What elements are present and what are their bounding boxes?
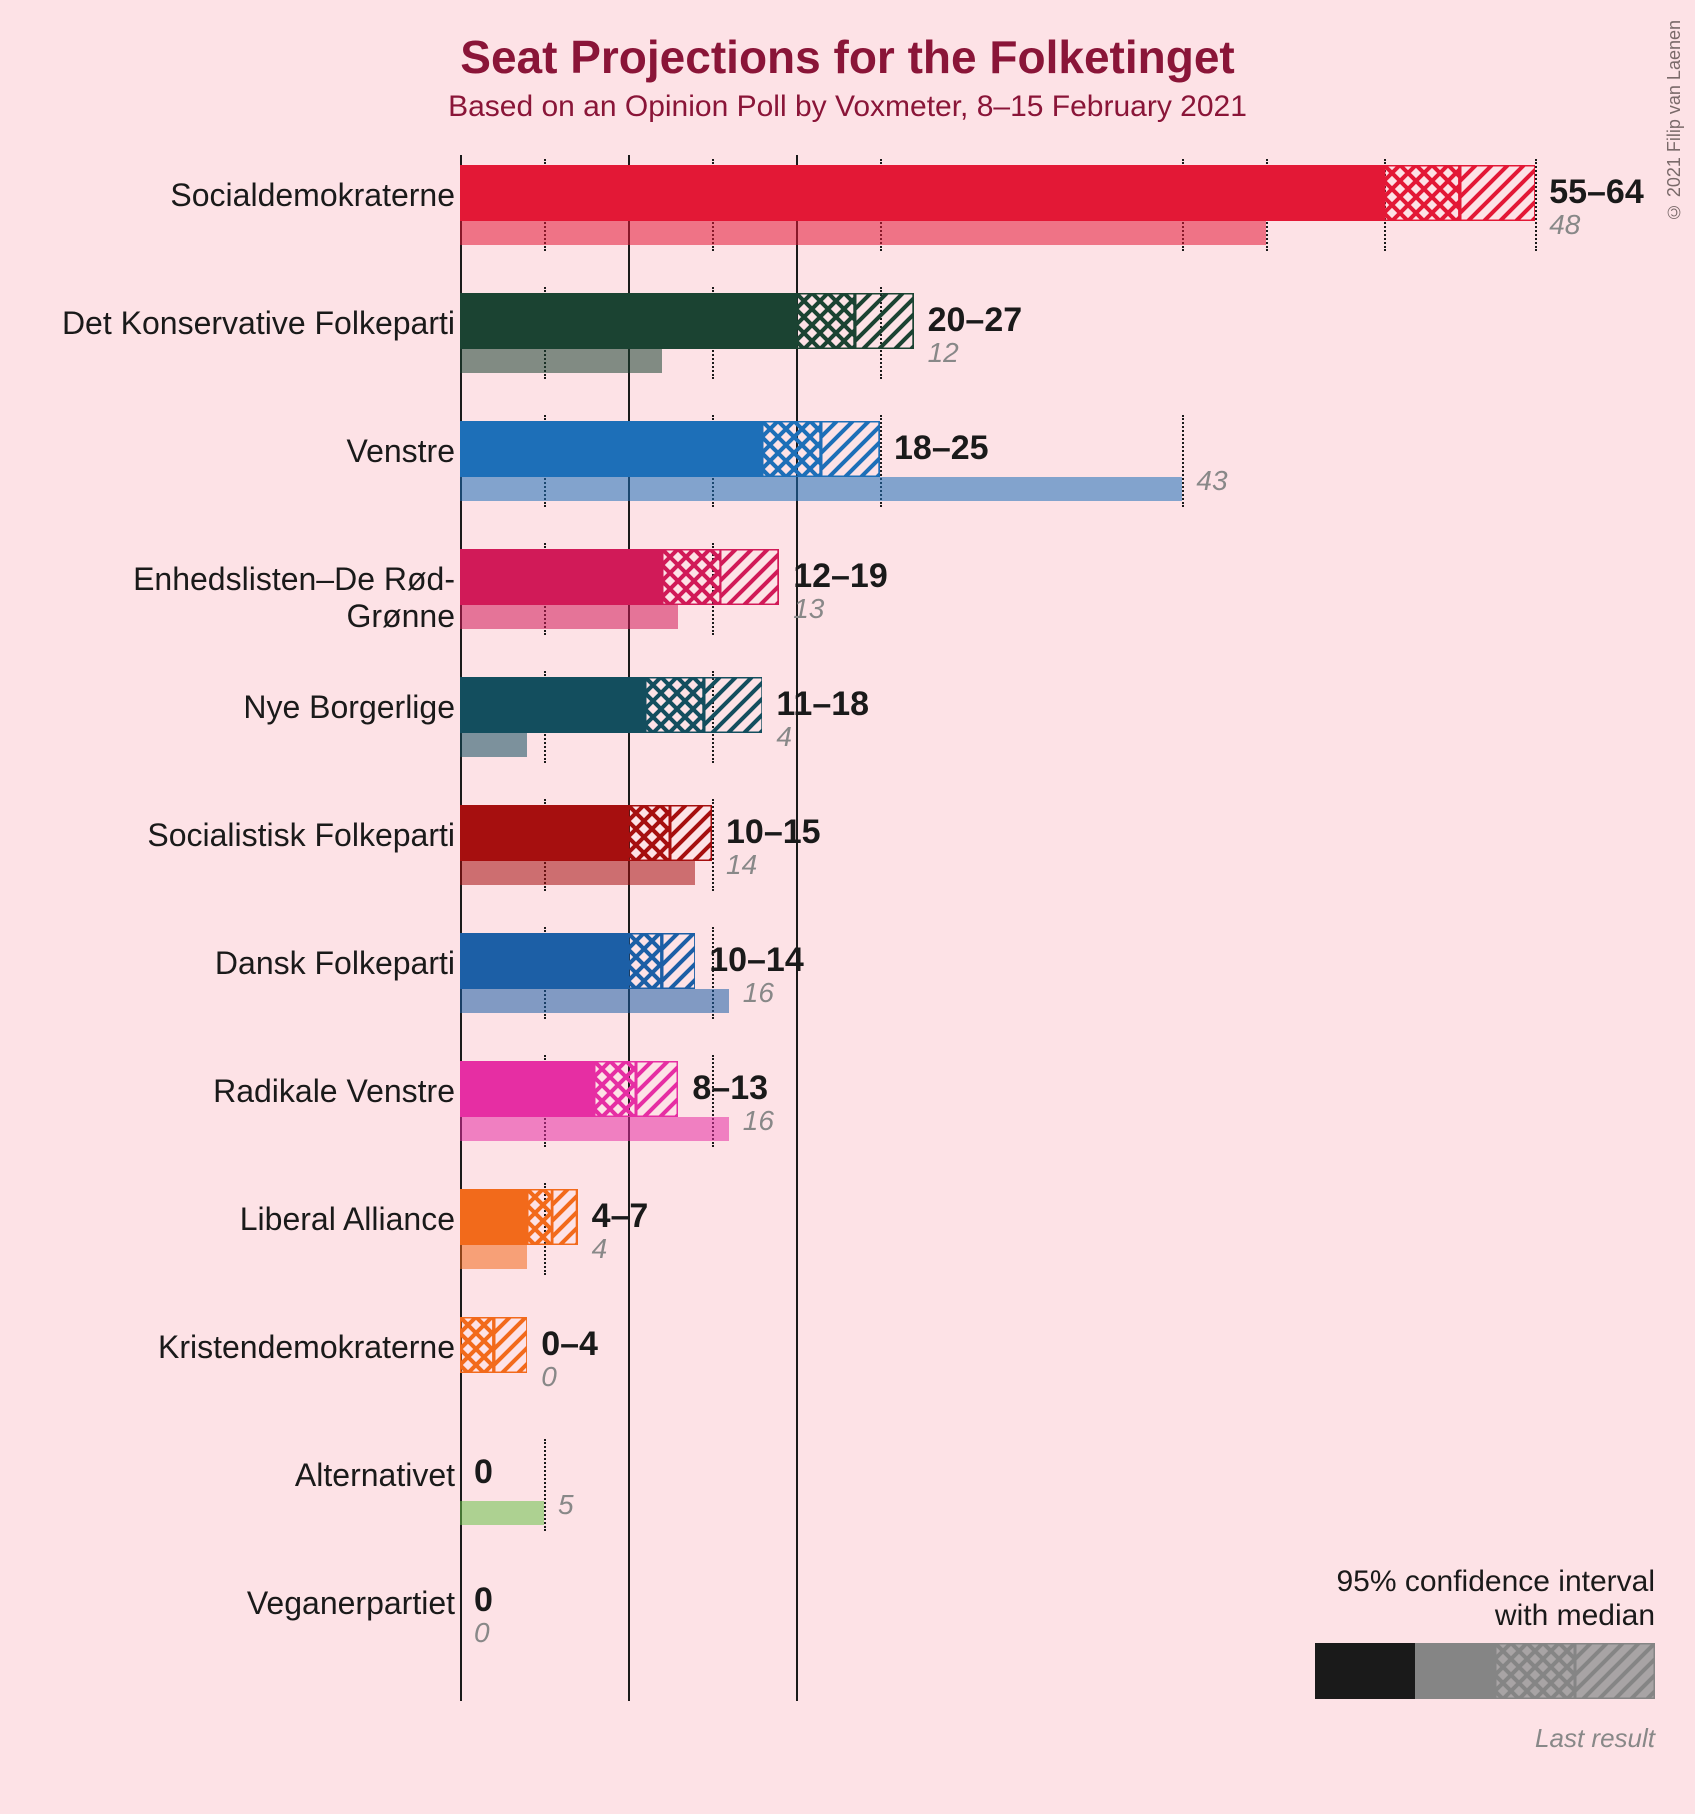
party-label: Dansk Folkeparti <box>25 945 455 982</box>
seat-projection-chart: Socialdemokraterne 55–6448 Det Konservativ… <box>0 155 1695 1715</box>
range-label: 0–4 <box>541 1325 598 1364</box>
gridline <box>1182 415 1184 507</box>
bar-hatched <box>704 677 763 733</box>
gridline <box>460 155 462 1701</box>
party-label: Venstre <box>25 433 455 470</box>
bar-hatched <box>494 1317 528 1373</box>
range-label: 0 <box>474 1581 493 1620</box>
gridline <box>796 155 798 1701</box>
bar-solid <box>460 421 762 477</box>
bar-last-result <box>460 605 678 629</box>
bar-hatched <box>636 1061 678 1117</box>
chart-title: Seat Projections for the Folketinget <box>0 30 1695 84</box>
bar-last-result <box>460 1117 729 1141</box>
last-result-label: 4 <box>592 1233 608 1265</box>
bar-last-result <box>460 861 695 885</box>
last-result-label: 16 <box>743 977 774 1009</box>
bar-hatched <box>762 421 821 477</box>
range-label: 12–19 <box>793 557 888 596</box>
bar-hatched <box>662 933 696 989</box>
bar-last-result <box>460 1245 527 1269</box>
bar-solid <box>460 293 796 349</box>
party-label: Socialistisk Folkeparti <box>25 817 455 854</box>
bar-hatched <box>1460 165 1536 221</box>
bar-hatched <box>594 1061 636 1117</box>
gridline <box>544 1439 546 1531</box>
bar-last-result <box>460 349 662 373</box>
range-label: 10–15 <box>726 813 821 852</box>
legend-last-text: Last result <box>1315 1723 1655 1754</box>
range-label: 8–13 <box>692 1069 768 1108</box>
bar-solid <box>460 549 662 605</box>
bar-hatched <box>796 293 855 349</box>
range-label: 4–7 <box>592 1197 649 1236</box>
gridline <box>1535 159 1537 251</box>
party-label: Nye Borgerlige <box>25 689 455 726</box>
last-result-label: 48 <box>1549 209 1580 241</box>
party-label: Radikale Venstre <box>25 1073 455 1110</box>
bar-hatched <box>821 421 880 477</box>
bar-hatched <box>628 933 662 989</box>
last-result-label: 16 <box>743 1105 774 1137</box>
bar-hatched <box>527 1189 552 1245</box>
range-label: 20–27 <box>928 301 1023 340</box>
last-result-label: 4 <box>776 721 792 753</box>
bar-last-result <box>460 989 729 1013</box>
bar-solid <box>460 165 1384 221</box>
gridline <box>712 799 714 891</box>
range-label: 18–25 <box>894 429 989 468</box>
bar-hatched <box>1384 165 1460 221</box>
party-label: Veganerpartiet <box>25 1585 455 1622</box>
legend-line2: with median <box>1315 1599 1655 1633</box>
bar-hatched <box>662 549 721 605</box>
bar-last-result <box>460 477 1182 501</box>
range-label: 11–18 <box>776 685 869 724</box>
party-label: Socialdemokraterne <box>25 177 455 214</box>
bar-solid <box>460 805 628 861</box>
legend-swatch <box>1315 1643 1655 1699</box>
bar-last-result <box>460 733 527 757</box>
party-label: Kristendemokraterne <box>25 1329 455 1366</box>
legend: 95% confidence interval with median Last… <box>1315 1565 1655 1754</box>
chart-subtitle: Based on an Opinion Poll by Voxmeter, 8–… <box>0 90 1695 124</box>
last-result-label: 0 <box>541 1361 557 1393</box>
bar-hatched <box>855 293 914 349</box>
bar-hatched <box>552 1189 577 1245</box>
bar-solid <box>460 933 628 989</box>
range-label: 10–14 <box>709 941 804 980</box>
gridline <box>628 155 630 1701</box>
bar-hatched <box>460 1317 494 1373</box>
legend-last-bar <box>1415 1643 1655 1699</box>
last-result-label: 14 <box>726 849 757 881</box>
bar-last-result <box>460 1501 544 1525</box>
range-label: 55–64 <box>1549 173 1644 212</box>
last-result-label: 13 <box>793 593 824 625</box>
bar-hatched <box>628 805 670 861</box>
party-label: Alternativet <box>25 1457 455 1494</box>
party-label: Det Konservative Folkeparti <box>25 305 455 342</box>
legend-line1: 95% confidence interval <box>1315 1565 1655 1599</box>
bar-solid <box>460 1189 527 1245</box>
last-result-label: 43 <box>1196 465 1227 497</box>
bar-solid <box>460 1061 594 1117</box>
bar-hatched <box>720 549 779 605</box>
party-label: Liberal Alliance <box>25 1201 455 1238</box>
last-result-label: 5 <box>558 1489 574 1521</box>
bar-hatched <box>645 677 704 733</box>
bar-solid <box>460 677 645 733</box>
range-label: 0 <box>474 1453 493 1492</box>
bar-hatched <box>670 805 712 861</box>
party-label: Enhedslisten–De Rød-Grønne <box>25 561 455 635</box>
last-result-label: 0 <box>474 1617 490 1649</box>
bar-last-result <box>460 221 1266 245</box>
last-result-label: 12 <box>928 337 959 369</box>
